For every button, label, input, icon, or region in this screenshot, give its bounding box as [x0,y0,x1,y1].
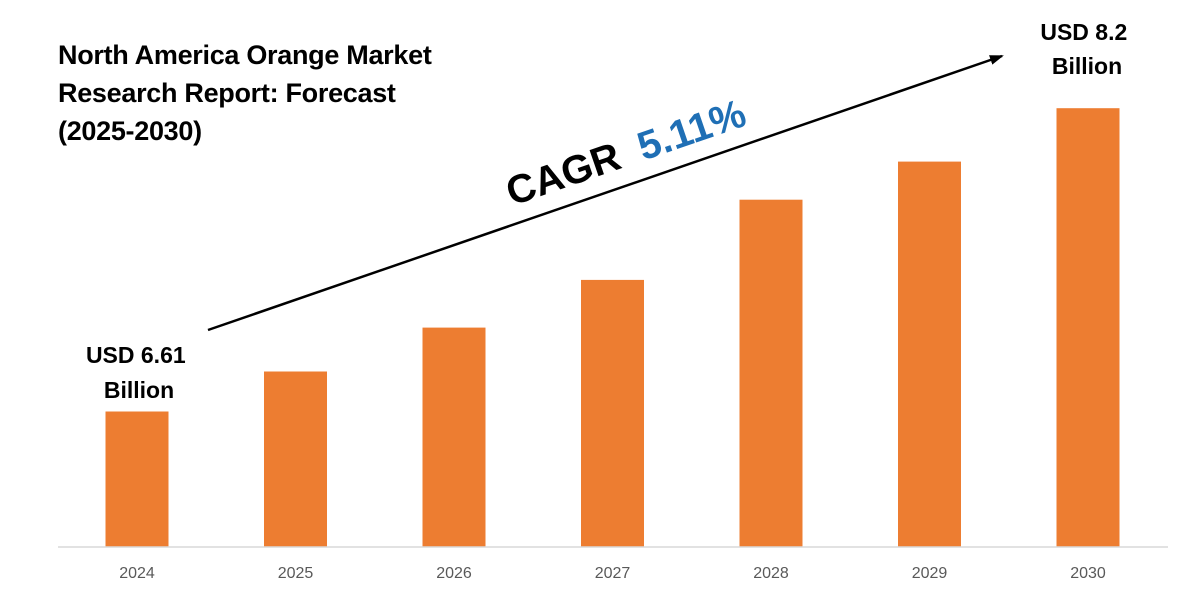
bar-2029 [898,161,961,547]
bar-2028 [739,199,803,547]
chart-title-line-1: North America Orange Market [58,40,432,70]
x-tick-label-2030: 2030 [1070,565,1106,582]
chart-title: North America Orange Market Research Rep… [58,36,478,150]
end-value-line-2: Billion [1052,53,1122,79]
start-value-line-2: Billion [104,377,174,403]
start-value-annotation: USD 6.61 Billion [86,342,192,403]
chart-title-line-3: (2025-2030) [58,116,202,146]
x-tick-label-2026: 2026 [436,565,472,582]
x-tick-label-2027: 2027 [595,565,631,582]
x-tick-label-2029: 2029 [912,565,948,582]
x-tick-label-2024: 2024 [119,565,155,582]
bar-2025 [264,371,327,547]
start-value-line-1: USD 6.61 [86,342,186,368]
bar-2030 [1056,108,1120,547]
cagr-label: CAGR [501,135,627,215]
bar-2026 [422,327,486,547]
trend-arrow [207,54,1004,332]
end-value-line-1: USD 8.2 [1040,19,1127,45]
x-tick-label-2028: 2028 [753,565,789,582]
bar-2027 [581,279,644,547]
x-tick-label-2025: 2025 [278,565,314,582]
chart-title-line-2: Research Report: Forecast [58,78,396,108]
bar-2024 [105,411,169,547]
cagr-value: 5.11% [632,91,751,169]
cagr-annotation: CAGR 5.11% [501,91,752,214]
end-value-annotation: USD 8.2 Billion [1040,19,1133,79]
x-tick-labels: 2024 2025 2026 2027 2028 2029 2030 [119,565,1106,582]
bars-group [105,108,1120,547]
